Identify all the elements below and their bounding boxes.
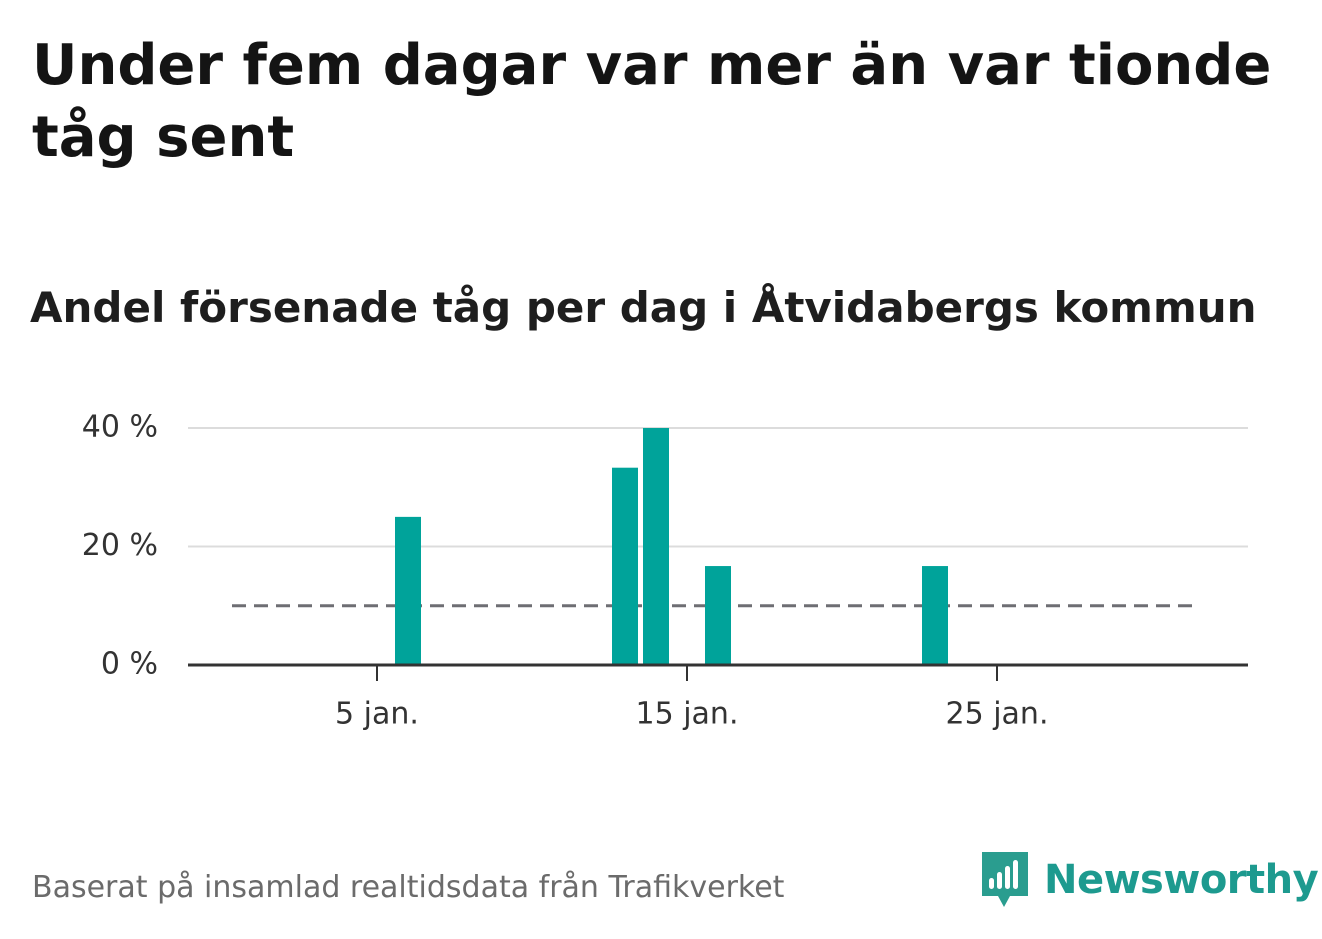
axes: 0 % 20 % 40 % 5 jan. 15 jan. 25 jan. xyxy=(82,410,1248,732)
x-tick-label: 15 jan. xyxy=(636,697,739,732)
chart-title: Under fem dagar var mer än var tionde tå… xyxy=(32,33,1272,170)
bar xyxy=(705,566,731,665)
x-tick-label: 25 jan. xyxy=(946,697,1049,732)
bar-chart: 0 % 20 % 40 % 5 jan. 15 jan. 25 jan. xyxy=(82,410,1248,732)
brand-logo: Newsworthy xyxy=(980,850,1319,910)
source-note: Baserat på insamlad realtidsdata från Tr… xyxy=(32,870,785,905)
bar xyxy=(612,467,638,665)
bars xyxy=(395,428,948,665)
grid-lines xyxy=(188,427,1248,548)
brand-name: Newsworthy xyxy=(1044,857,1319,903)
y-tick-label: 20 % xyxy=(82,528,158,563)
bar xyxy=(395,516,421,665)
bar xyxy=(643,428,669,665)
newsworthy-logo-icon xyxy=(982,852,1028,907)
chart-subtitle: Andel försenade tåg per dag i Åtvidaberg… xyxy=(30,283,1257,332)
y-tick-label: 40 % xyxy=(82,410,158,445)
bar xyxy=(922,566,948,665)
y-tick-label: 0 % xyxy=(101,647,158,682)
x-tick-label: 5 jan. xyxy=(335,697,419,732)
